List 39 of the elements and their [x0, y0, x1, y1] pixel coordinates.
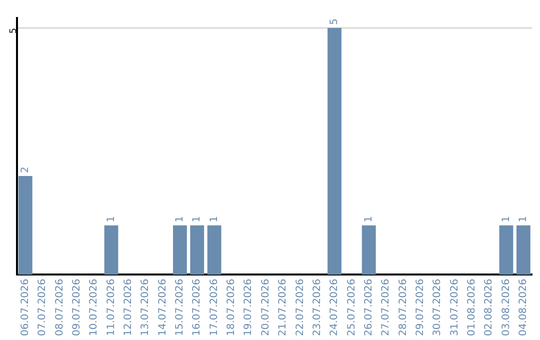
- data-label: 1: [518, 216, 530, 222]
- x-tick-label: 24.07.2026: [329, 278, 340, 336]
- x-tick-label: 14.07.2026: [157, 278, 168, 336]
- x-tick-label: 16.07.2026: [192, 278, 203, 336]
- x-tick-label: 18.07.2026: [226, 278, 238, 336]
- x-tick-label: 27.07.2026: [380, 278, 392, 336]
- x-tick-label: 15.07.2026: [174, 278, 186, 336]
- x-tick-label: 28.07.2026: [398, 278, 409, 336]
- x-tick-label: 12.07.2026: [123, 278, 134, 336]
- x-tick-label: 19.07.2026: [243, 278, 254, 336]
- x-tick-label: 29.07.2026: [414, 278, 426, 336]
- x-tick-label: 07.07.2026: [37, 278, 48, 336]
- x-tick-label: 08.07.2026: [54, 278, 66, 336]
- data-label: 1: [363, 216, 374, 222]
- data-label: 1: [174, 216, 186, 222]
- x-tick-label: 02.08.2026: [484, 278, 495, 336]
- x-tick-label: 22.07.2026: [294, 278, 306, 336]
- x-tick-label: 25.07.2026: [346, 278, 358, 336]
- data-label: 1: [500, 216, 512, 222]
- x-tick-label: 09.07.2026: [72, 278, 82, 336]
- data-label: 1: [106, 216, 117, 222]
- x-tick-label: 31.07.2026: [449, 278, 460, 336]
- x-tick-label: 04.08.2026: [518, 278, 530, 336]
- x-tick-label: 10.07.2026: [88, 278, 100, 336]
- x-tick-label: 11.07.2026: [106, 278, 117, 336]
- x-tick-label: 13.07.2026: [140, 278, 152, 336]
- x-tick-label: 01.08.2026: [466, 278, 478, 336]
- x-tick-label: 17.07.2026: [208, 278, 220, 336]
- x-tick-label: 20.07.2026: [260, 278, 272, 336]
- x-tick-label: 03.08.2026: [500, 278, 512, 336]
- x-tick-label: 26.07.2026: [363, 278, 374, 336]
- x-tick-label: 21.07.2026: [278, 278, 289, 336]
- x-tick-label: 30.07.2026: [432, 278, 444, 336]
- x-tick-label: 06.07.2026: [20, 278, 31, 336]
- data-label: 5: [329, 18, 340, 25]
- data-label: 1: [208, 216, 220, 222]
- data-label: 2: [20, 166, 31, 173]
- data-label: 1: [192, 216, 203, 222]
- x-tick-label: 23.07.2026: [312, 278, 323, 336]
